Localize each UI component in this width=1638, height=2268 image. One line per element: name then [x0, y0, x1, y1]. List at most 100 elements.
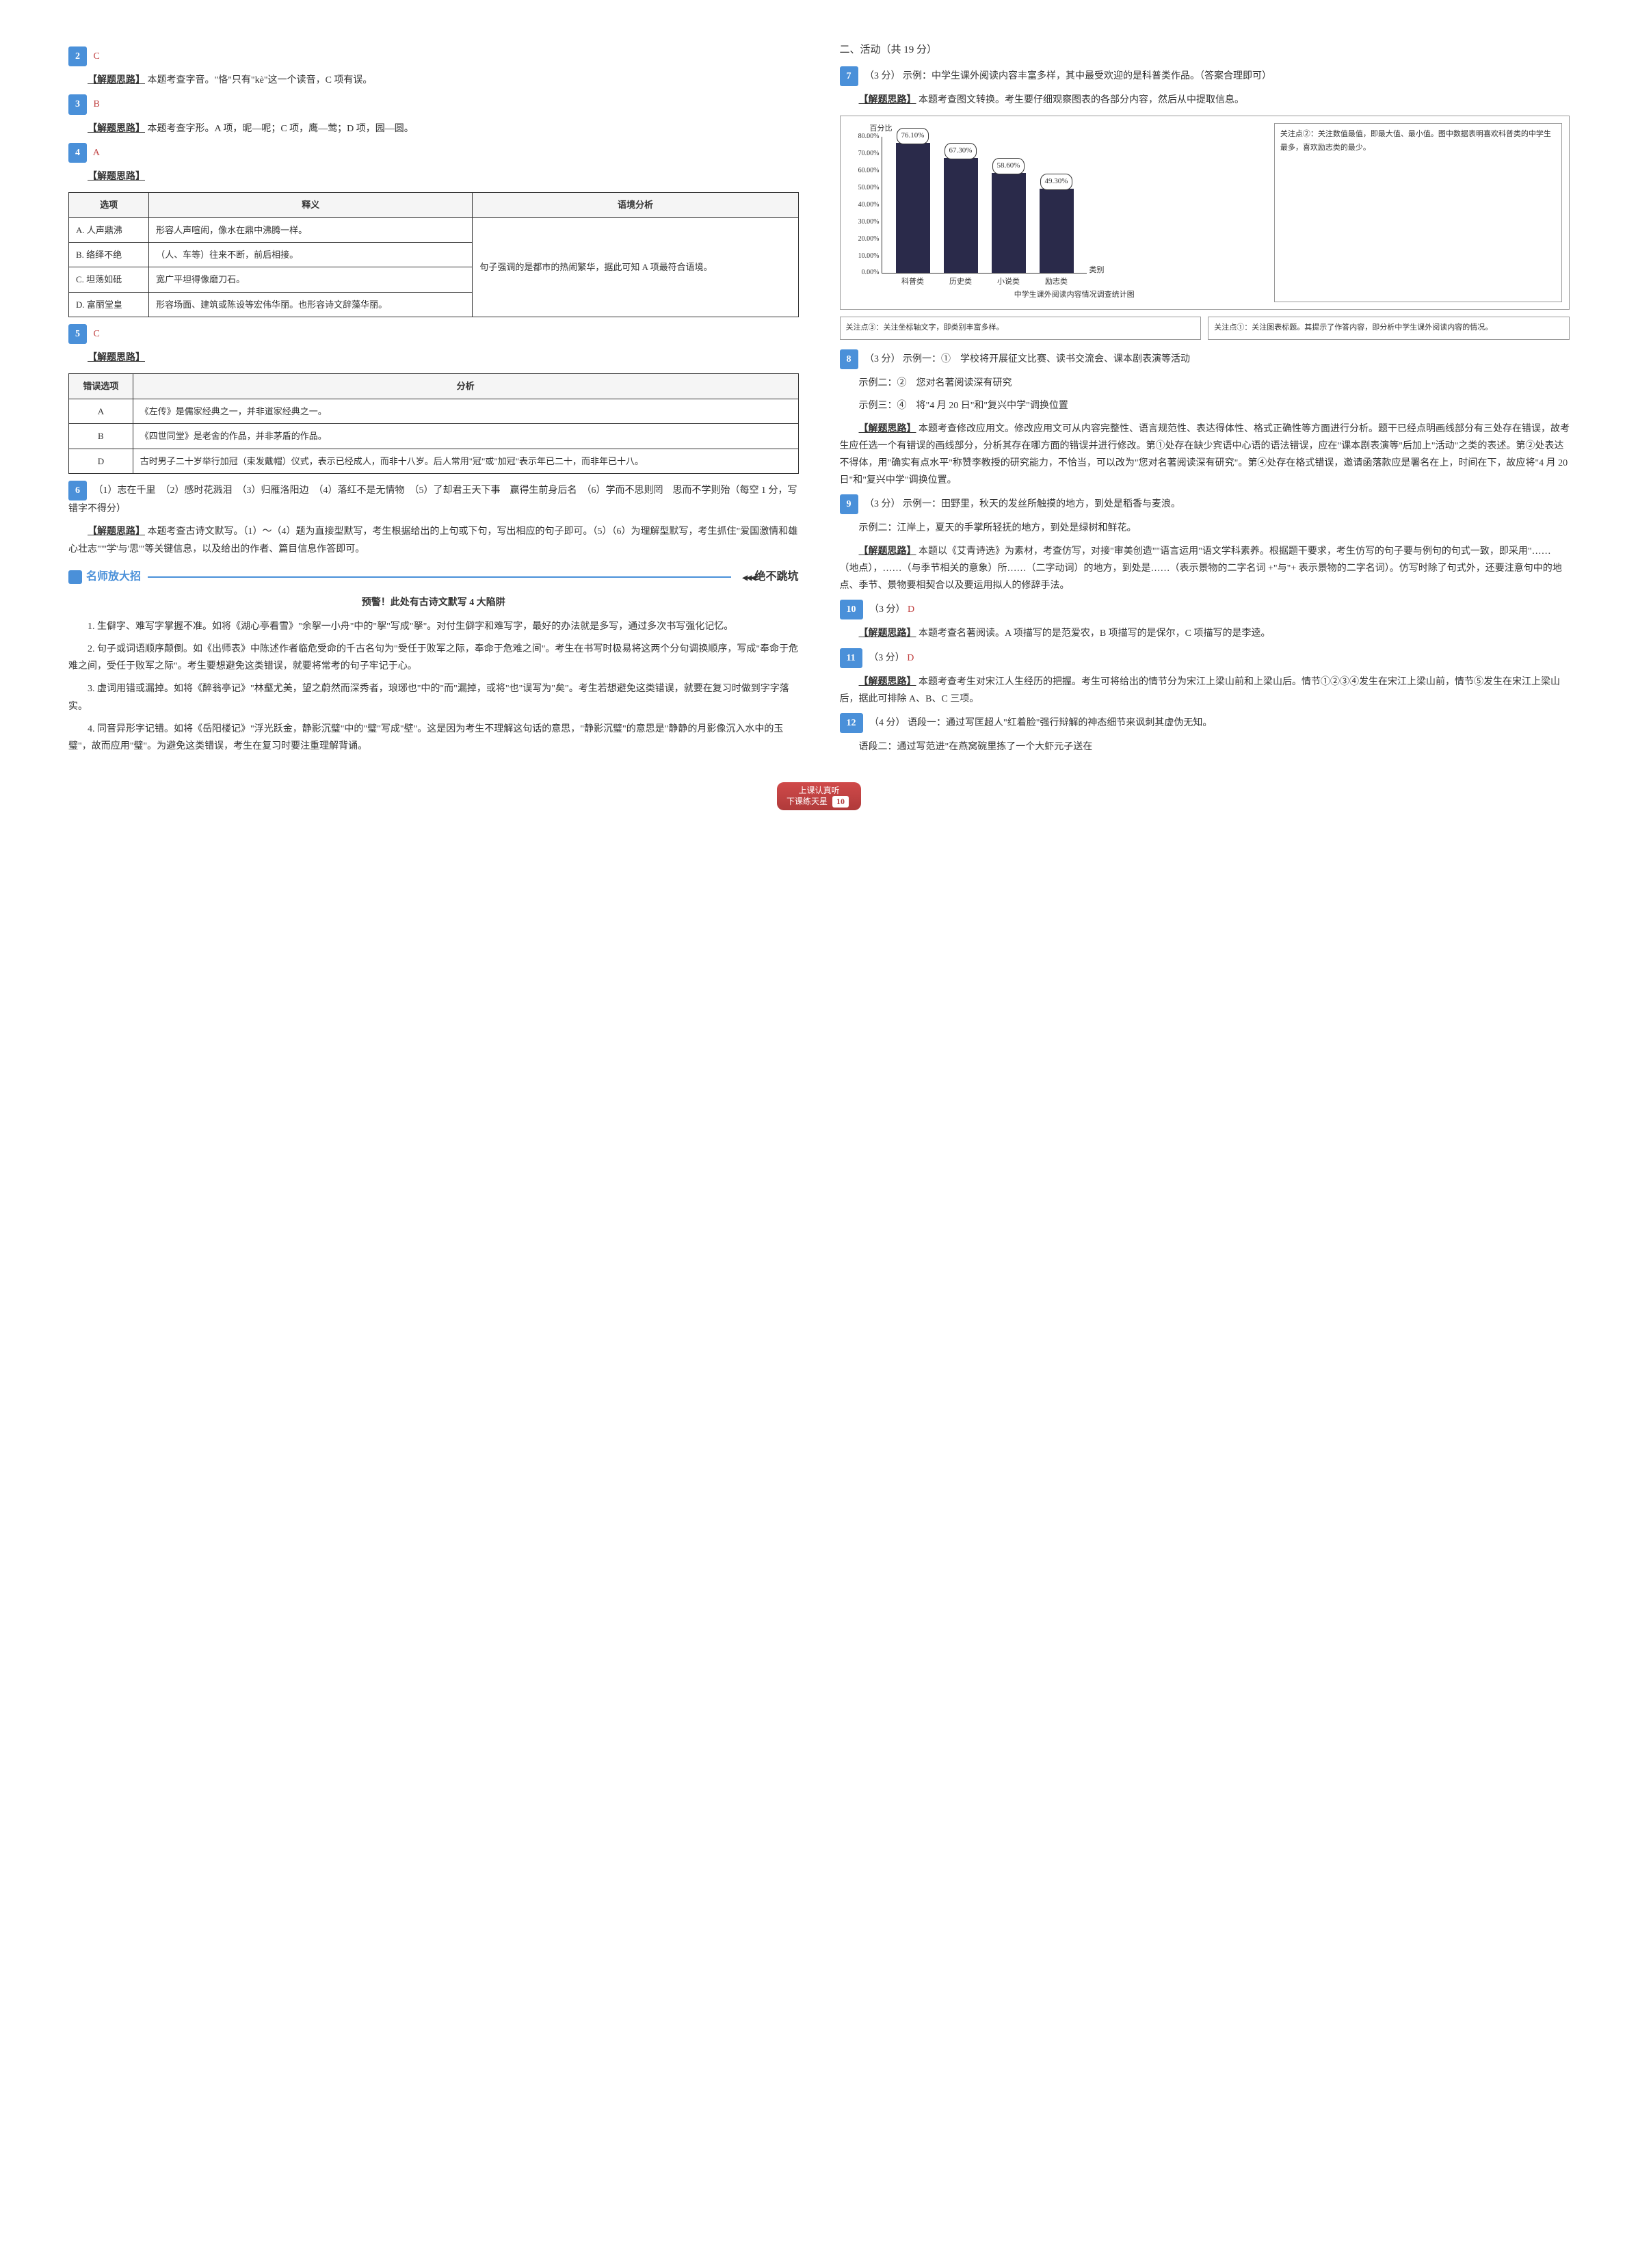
x-category: 科普类 [901, 273, 924, 289]
question-8: 8 （3 分） 示例一：① 学校将开展征文比赛、读书交流会、课本剧表演等活动 [840, 349, 1570, 369]
analysis-label: 【解题思路】 [859, 628, 916, 639]
table-q5: 错误选项 分析 A 《左传》是儒家经典之一，并非道家经典之一。 B 《四世同堂》… [68, 373, 799, 474]
q8-ex1: 示例一：① 学校将开展征文比赛、读书交流会、课本剧表演等活动 [903, 354, 1190, 364]
table-cell: 《左传》是儒家经典之一，并非道家经典之一。 [133, 399, 798, 423]
analysis-9: 【解题思路】 本题以《艾青诗选》为素材，考查仿写，对接"审美创造""语言运用"语… [840, 543, 1570, 595]
table-cell: A [69, 399, 133, 423]
y-tick: 0.00% [862, 267, 882, 279]
answer-2: C [94, 51, 100, 62]
page-number: 10 [832, 796, 849, 808]
analysis-label: 【解题思路】 [88, 75, 145, 85]
question-12: 12 （4 分） 语段一：通过写匡超人"红着脸"强行辩解的神态细节来讽刺其虚伪无… [840, 713, 1570, 733]
question-3: 3 B [68, 94, 799, 114]
table-cell: 宽广平坦得像磨刀石。 [149, 267, 473, 292]
analysis-2: 【解题思路】 本题考查字音。"恪"只有"kè"这一个读音，C 项有误。 [68, 72, 799, 89]
question-5: 5 C [68, 324, 799, 344]
tips-divider [148, 576, 731, 578]
table-cell: C. 坦荡如砥 [69, 267, 149, 292]
y-tick: 10.00% [858, 250, 882, 263]
analysis-text: 本题考查字形。A 项，昵—呢；C 项，鹰—莺；D 项，园—圆。 [148, 124, 414, 134]
analysis-text: 本题考查图文转换。考生要仔细观察图表的各部分内容，然后从中提取信息。 [919, 95, 1244, 105]
bar-chart: 百分比 类别 0.00%10.00%20.00%30.00%40.00%50.0… [882, 137, 1087, 274]
tips-subheading: 预警！此处有古诗文默写 4 大陷阱 [68, 594, 799, 611]
q8-points: （3 分） [864, 354, 901, 364]
tips-icon [68, 570, 82, 584]
chart-bar: 58.60% [992, 173, 1026, 274]
section2-heading: 二、活动（共 19 分） [840, 41, 1570, 59]
question-11: 11 （3 分） D [840, 648, 1570, 668]
x-category: 小说类 [997, 273, 1020, 289]
callout-left: 关注点③：关注坐标轴文字，即类别丰富多样。 [840, 317, 1202, 340]
analysis-label: 【解题思路】 [88, 353, 145, 363]
analysis-11: 【解题思路】 本题考查考生对宋江人生经历的把握。考生可将给出的情节分为宋江上梁山… [840, 673, 1570, 708]
table-cell: D [69, 449, 133, 473]
analysis-label: 【解题思路】 [88, 124, 145, 134]
answer-3: B [94, 99, 100, 109]
analysis-label: 【解题思路】 [88, 526, 145, 537]
question-2: 2 C [68, 46, 799, 66]
table-header: 分析 [133, 374, 798, 399]
table-cell: 形容人声喧闹，像水在鼎中沸腾一样。 [149, 217, 473, 242]
bar-value-label: 76.10% [897, 128, 929, 144]
q7-text: 示例：中学生课外阅读内容丰富多样，其中最受欢迎的是科普类作品。（答案合理即可） [903, 71, 1271, 81]
analysis-5-label: 【解题思路】 [68, 349, 799, 366]
analysis-label: 【解题思路】 [88, 172, 145, 182]
qnum-8: 8 [840, 349, 858, 369]
table-cell: B. 络绎不绝 [69, 242, 149, 267]
analysis-4-label: 【解题思路】 [68, 168, 799, 185]
qnum-9: 9 [840, 494, 858, 514]
q9-ex2: 示例二：江岸上，夏天的手掌所轻抚的地方，到处是绿树和鲜花。 [840, 520, 1570, 537]
analysis-text: 本题考查考生对宋江人生经历的把握。考生可将给出的情节分为宋江上梁山前和上梁山后。… [840, 677, 1561, 704]
q8-ex3: 示例三：④ 将"4 月 20 日"和"复兴中学"调换位置 [840, 397, 1570, 414]
callout-top: 关注点②：关注数值最值，即最大值、最小值。图中数据表明喜欢科普类的中学生最多，喜… [1274, 123, 1562, 302]
y-tick: 50.00% [858, 182, 882, 194]
question-7: 7 （3 分） 示例：中学生课外阅读内容丰富多样，其中最受欢迎的是科普类作品。（… [840, 66, 1570, 86]
analysis-3: 【解题思路】 本题考查字形。A 项，昵—呢；C 项，鹰—莺；D 项，园—圆。 [68, 120, 799, 137]
analysis-label: 【解题思路】 [859, 546, 916, 557]
analysis-8: 【解题思路】 本题考查修改应用文。修改应用文可从内容完整性、语言规范性、表达得体… [840, 421, 1570, 490]
table-cell-context: 句子强调的是都市的热闹繁华，据此可知 A 项最符合语境。 [473, 217, 798, 317]
tips-p1: 1. 生僻字、难写字掌握不准。如将《湖心亭看雪》"余挐一小舟"中的"挐"写成"拏… [68, 618, 799, 635]
analysis-text: 本题考查修改应用文。修改应用文可从内容完整性、语言规范性、表达得体性、格式正确性… [840, 424, 1570, 486]
x-category: 历史类 [949, 273, 972, 289]
answer-5: C [94, 329, 100, 339]
x-axis-title: 类别 [1087, 264, 1105, 278]
qnum-5: 5 [68, 324, 87, 344]
y-tick: 30.00% [858, 216, 882, 228]
table-header: 错误选项 [69, 374, 133, 399]
analysis-label: 【解题思路】 [859, 95, 916, 105]
table-header: 释义 [149, 193, 473, 217]
analysis-6: 【解题思路】 本题考查古诗文默写。（1）～（4）题为直接型默写，考生根据给出的上… [68, 523, 799, 557]
bar-value-label: 49.30% [1040, 174, 1073, 190]
qnum-3: 3 [68, 94, 87, 114]
q6-text: （1）志在千里 （2）感时花溅泪 （3）归雁洛阳边 （4）落红不是无情物 （5）… [68, 485, 797, 514]
table-cell: 古时男子二十岁举行加冠（束发戴帽）仪式，表示已经成人，而非十八岁。后人常用"冠"… [133, 449, 798, 473]
x-category: 励志类 [1045, 273, 1068, 289]
table-cell: A. 人声鼎沸 [69, 217, 149, 242]
question-4: 4 A [68, 143, 799, 163]
table-q4: 选项 释义 语境分析 A. 人声鼎沸 形容人声喧闹，像水在鼎中沸腾一样。 句子强… [68, 192, 799, 317]
qnum-2: 2 [68, 46, 87, 66]
table-cell: （人、车等）往来不断，前后相接。 [149, 242, 473, 267]
y-tick: 70.00% [858, 148, 882, 160]
footer-line1: 上课认真听 [798, 786, 839, 795]
analysis-text: 本题考查古诗文默写。（1）～（4）题为直接型默写，考生根据给出的上句或下句，写出… [68, 526, 797, 554]
table-cell: 《四世同堂》是老舍的作品，并非茅盾的作品。 [133, 424, 798, 449]
table-cell: 形容场面、建筑或陈设等宏伟华丽。也形容诗文辞藻华丽。 [149, 292, 473, 317]
table-header: 选项 [69, 193, 149, 217]
y-tick: 20.00% [858, 233, 882, 245]
analysis-label: 【解题思路】 [859, 677, 916, 687]
q12-points: （4 分） [869, 718, 906, 728]
footer-line2: 下课练天星 [787, 797, 828, 806]
qnum-6: 6 [68, 481, 87, 501]
q8-ex2: 示例二：② 您对名著阅读深有研究 [840, 375, 1570, 392]
chart-bar: 67.30% [944, 158, 978, 273]
analysis-10: 【解题思路】 本题考查名著阅读。A 项描写的是范爱农，B 项描写的是保尔，C 项… [840, 625, 1570, 642]
tips-p4: 4. 同音异形字记错。如将《岳阳楼记》"浮光跃金，静影沉璧"中的"璧"写成"壁"… [68, 721, 799, 755]
tips-title: 名师放大招 [86, 568, 141, 587]
page-footer: 上课认真听 下课练天星 10 [68, 782, 1570, 811]
tips-header: 名师放大招 绝不跳坑 [68, 568, 799, 587]
qnum-12: 12 [840, 713, 863, 733]
analysis-text: 本题考查名著阅读。A 项描写的是范爱农，B 项描写的是保尔，C 项描写的是李逵。 [919, 628, 1271, 639]
analysis-text: 本题以《艾青诗选》为素材，考查仿写，对接"审美创造""语言运用"语文学科素养。根… [840, 546, 1562, 591]
